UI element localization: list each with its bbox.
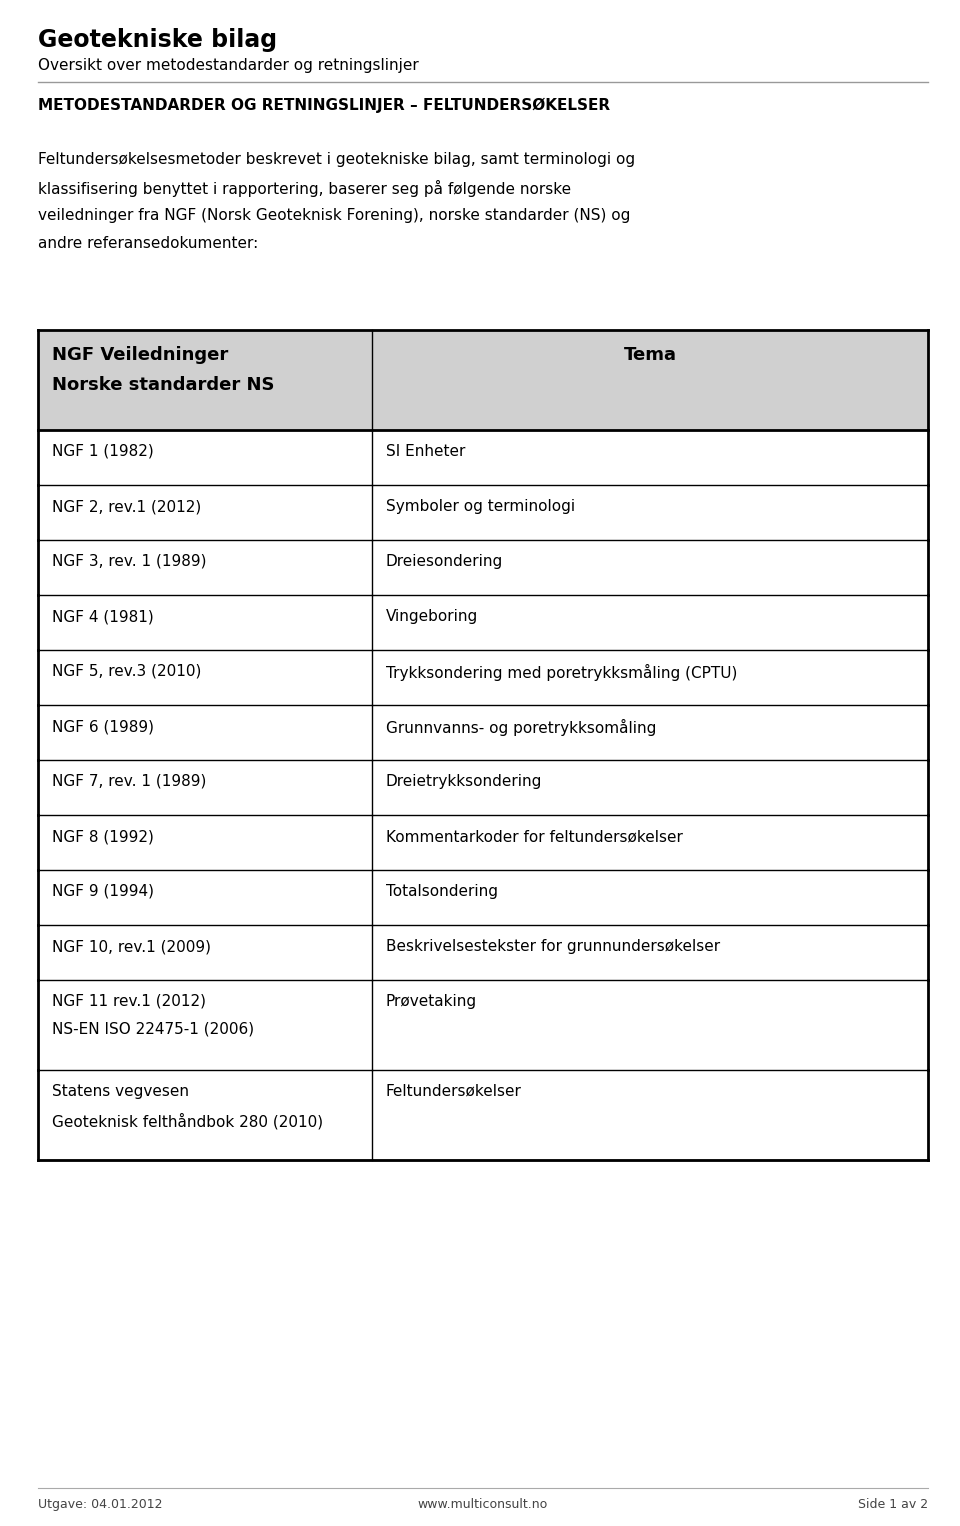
- Text: NGF 11 rev.1 (2012)
NS-EN ISO 22475-1 (2006): NGF 11 rev.1 (2012) NS-EN ISO 22475-1 (2…: [52, 993, 254, 1036]
- Bar: [38, 870, 928, 925]
- Text: klassifisering benyttet i rapportering, baserer seg på følgende norske: klassifisering benyttet i rapportering, …: [38, 180, 571, 197]
- Text: NGF 2, rev.1 (2012): NGF 2, rev.1 (2012): [52, 499, 202, 514]
- Text: NGF 7, rev. 1 (1989): NGF 7, rev. 1 (1989): [52, 774, 206, 789]
- Bar: [38, 650, 928, 705]
- Text: Totalsondering: Totalsondering: [386, 884, 497, 899]
- Text: Trykksondering med poretrykksmåling (CPTU): Trykksondering med poretrykksmåling (CPT…: [386, 664, 737, 681]
- Text: Statens vegvesen
Geoteknisk felthåndbok 280 (2010): Statens vegvesen Geoteknisk felthåndbok …: [52, 1083, 324, 1129]
- Bar: [38, 760, 928, 815]
- Bar: [38, 540, 928, 595]
- Text: Geotekniske bilag: Geotekniske bilag: [38, 27, 277, 52]
- Bar: [38, 430, 928, 485]
- Bar: [38, 595, 928, 650]
- Bar: [38, 925, 928, 980]
- Text: NGF 8 (1992): NGF 8 (1992): [52, 829, 154, 844]
- Text: NGF 6 (1989): NGF 6 (1989): [52, 719, 154, 734]
- Text: NGF 5, rev.3 (2010): NGF 5, rev.3 (2010): [52, 664, 202, 679]
- Text: Beskrivelsestekster for grunnundersøkelser: Beskrivelsestekster for grunnundersøkels…: [386, 938, 720, 954]
- Text: NGF Veiledninger: NGF Veiledninger: [52, 346, 228, 365]
- Text: Symboler og terminologi: Symboler og terminologi: [386, 499, 575, 514]
- Text: SI Enheter: SI Enheter: [386, 444, 466, 459]
- Bar: [38, 330, 928, 430]
- Bar: [38, 1070, 928, 1160]
- Text: Side 1 av 2: Side 1 av 2: [858, 1499, 928, 1511]
- Text: Vingeboring: Vingeboring: [386, 609, 478, 624]
- Text: NGF 10, rev.1 (2009): NGF 10, rev.1 (2009): [52, 938, 211, 954]
- Text: Oversikt over metodestandarder og retningslinjer: Oversikt over metodestandarder og retnin…: [38, 58, 419, 73]
- Text: andre referansedokumenter:: andre referansedokumenter:: [38, 237, 258, 250]
- Text: www.multiconsult.no: www.multiconsult.no: [418, 1499, 548, 1511]
- Text: Grunnvanns- og poretrykksomåling: Grunnvanns- og poretrykksomåling: [386, 719, 656, 736]
- Text: Feltundersøkelsesmetoder beskrevet i geotekniske bilag, samt terminologi og: Feltundersøkelsesmetoder beskrevet i geo…: [38, 153, 636, 166]
- Text: NGF 3, rev. 1 (1989): NGF 3, rev. 1 (1989): [52, 554, 206, 569]
- Text: veiledninger fra NGF (Norsk Geoteknisk Forening), norske standarder (NS) og: veiledninger fra NGF (Norsk Geoteknisk F…: [38, 208, 631, 223]
- Bar: [38, 485, 928, 540]
- Text: Dreiesondering: Dreiesondering: [386, 554, 503, 569]
- Text: NGF 1 (1982): NGF 1 (1982): [52, 444, 154, 459]
- Bar: [38, 980, 928, 1070]
- Text: Tema: Tema: [623, 346, 677, 365]
- Bar: [38, 815, 928, 870]
- Text: NGF 9 (1994): NGF 9 (1994): [52, 884, 154, 899]
- Text: Utgave: 04.01.2012: Utgave: 04.01.2012: [38, 1499, 162, 1511]
- Text: Feltundersøkelser: Feltundersøkelser: [386, 1083, 521, 1099]
- Text: Prøvetaking: Prøvetaking: [386, 993, 477, 1009]
- Bar: [38, 705, 928, 760]
- Text: Kommentarkoder for feltundersøkelser: Kommentarkoder for feltundersøkelser: [386, 829, 683, 844]
- Text: METODESTANDARDER OG RETNINGSLINJER – FELTUNDERSØKELSER: METODESTANDARDER OG RETNINGSLINJER – FEL…: [38, 98, 611, 113]
- Text: Dreietrykksondering: Dreietrykksondering: [386, 774, 542, 789]
- Text: Norske standarder NS: Norske standarder NS: [52, 375, 275, 394]
- Text: NGF 4 (1981): NGF 4 (1981): [52, 609, 154, 624]
